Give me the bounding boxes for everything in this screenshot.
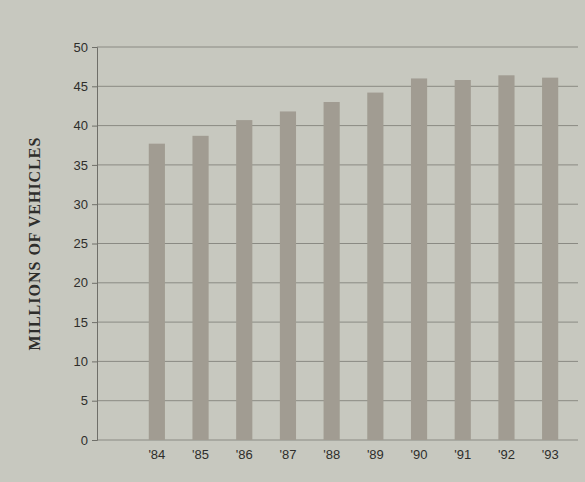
y-tick-mark bbox=[92, 440, 97, 441]
x-tick: '84 bbox=[148, 447, 165, 462]
y-tick-label: 40 bbox=[74, 118, 88, 133]
y-tick-label: 20 bbox=[74, 275, 88, 290]
y-tick: 30 bbox=[74, 197, 97, 212]
x-tick: '87 bbox=[279, 447, 296, 462]
y-tick-label: 35 bbox=[74, 158, 88, 173]
bar bbox=[411, 78, 427, 440]
y-tick-mark bbox=[92, 86, 97, 87]
bar bbox=[498, 75, 514, 440]
y-tick-mark bbox=[92, 283, 97, 284]
y-axis-line bbox=[92, 48, 98, 441]
x-tick-label: '85 bbox=[192, 447, 209, 462]
y-tick-mark bbox=[92, 322, 97, 323]
y-tick-label: 5 bbox=[81, 393, 88, 408]
chart-container: 0 5 10 15 20 25 30 35 40 45 50 '84 '85 '86 '87 '88 '89 '9… bbox=[0, 0, 585, 482]
x-tick-label: '87 bbox=[279, 447, 296, 462]
y-tick-mark bbox=[92, 401, 97, 402]
y-tick-label: 30 bbox=[74, 197, 88, 212]
x-tick-label: '88 bbox=[323, 447, 340, 462]
y-tick-mark bbox=[92, 361, 97, 362]
x-tick: '88 bbox=[323, 447, 340, 462]
x-tick: '93 bbox=[542, 447, 559, 462]
y-tick: 35 bbox=[74, 158, 97, 173]
x-axis: '84 '85 '86 '87 '88 '89 '90 '91 '92 '93 bbox=[148, 447, 558, 462]
x-tick-label: '92 bbox=[498, 447, 515, 462]
bar bbox=[324, 102, 340, 440]
x-tick: '92 bbox=[498, 447, 515, 462]
grid-line bbox=[97, 47, 578, 48]
x-tick: '86 bbox=[236, 447, 253, 462]
y-tick: 10 bbox=[74, 354, 97, 369]
bar bbox=[367, 93, 383, 440]
bars bbox=[149, 75, 558, 440]
x-tick: '85 bbox=[192, 447, 209, 462]
y-tick-label: 50 bbox=[74, 40, 88, 55]
bar bbox=[149, 144, 165, 440]
x-tick-label: '86 bbox=[236, 447, 253, 462]
grid bbox=[97, 47, 578, 440]
y-tick: 20 bbox=[74, 275, 97, 290]
y-tick-mark bbox=[92, 204, 97, 205]
bar bbox=[280, 111, 296, 440]
y-tick: 0 bbox=[81, 433, 97, 448]
x-tick-label: '91 bbox=[454, 447, 471, 462]
bar bbox=[236, 120, 252, 440]
x-tick-label: '93 bbox=[542, 447, 559, 462]
y-tick: 25 bbox=[74, 236, 97, 251]
y-tick-mark bbox=[92, 244, 97, 245]
y-tick-mark bbox=[92, 126, 97, 127]
y-tick-mark bbox=[92, 47, 97, 48]
y-tick: 40 bbox=[74, 118, 97, 133]
y-tick-label: 15 bbox=[74, 315, 88, 330]
chart-svg: 0 5 10 15 20 25 30 35 40 45 50 '84 '85 '86 '87 '88 '89 '9… bbox=[0, 0, 585, 482]
bar bbox=[192, 136, 208, 440]
y-tick: 5 bbox=[81, 393, 97, 408]
x-tick-label: '90 bbox=[411, 447, 428, 462]
y-tick: 15 bbox=[74, 315, 97, 330]
bar bbox=[542, 78, 558, 440]
y-tick-label: 0 bbox=[81, 433, 88, 448]
y-tick-label: 45 bbox=[74, 79, 88, 94]
x-tick: '90 bbox=[411, 447, 428, 462]
x-tick-label: '89 bbox=[367, 447, 384, 462]
x-tick: '89 bbox=[367, 447, 384, 462]
bar bbox=[455, 80, 471, 440]
x-tick: '91 bbox=[454, 447, 471, 462]
y-tick: 50 bbox=[74, 40, 97, 55]
y-axis: 0 5 10 15 20 25 30 35 40 45 50 bbox=[74, 40, 98, 448]
y-tick-mark bbox=[92, 165, 97, 166]
y-tick-label: 10 bbox=[74, 354, 88, 369]
y-tick-label: 25 bbox=[74, 236, 88, 251]
y-tick: 45 bbox=[74, 79, 97, 94]
x-tick-label: '84 bbox=[148, 447, 165, 462]
background bbox=[0, 0, 585, 482]
y-axis-title: MILLIONS OF VEHICLES bbox=[26, 137, 43, 351]
